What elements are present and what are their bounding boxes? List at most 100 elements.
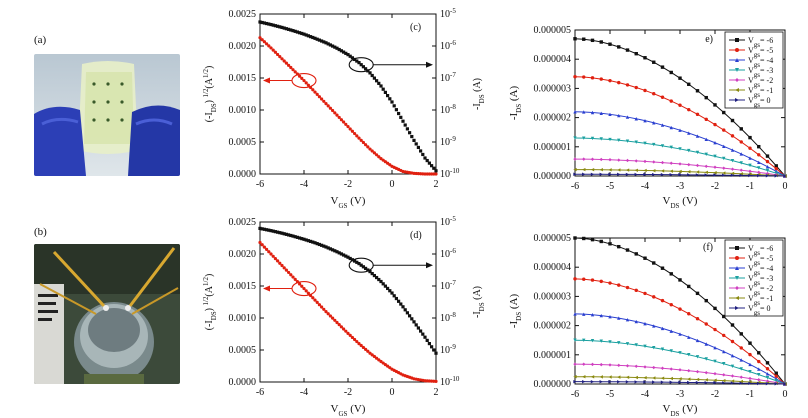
data-point xyxy=(617,316,621,320)
data-point xyxy=(311,240,315,244)
data-point xyxy=(634,252,638,256)
data-point xyxy=(337,251,341,255)
data-point xyxy=(289,65,293,70)
data-point xyxy=(306,291,310,295)
data-point xyxy=(643,376,647,380)
data-point xyxy=(399,302,403,306)
data-point xyxy=(652,121,656,125)
data-point xyxy=(573,379,577,384)
data-point xyxy=(573,75,577,79)
data-point xyxy=(357,136,361,140)
data-point xyxy=(730,374,735,378)
data-point xyxy=(271,229,275,233)
data-point xyxy=(757,144,761,149)
x-tick-label: -3 xyxy=(676,389,684,400)
data-point xyxy=(328,106,332,110)
data-point xyxy=(287,233,291,237)
data-point xyxy=(590,38,595,43)
data-point xyxy=(599,239,603,244)
x-tick-label: -1 xyxy=(746,389,754,400)
data-point xyxy=(713,372,717,376)
data-point xyxy=(669,329,673,333)
legend-entry: Vgs= 0 xyxy=(748,96,771,109)
data-point xyxy=(357,342,361,346)
data-point xyxy=(273,257,277,261)
legend-entry: Vgs= -2 xyxy=(748,76,773,89)
data-point xyxy=(289,28,293,32)
data-point xyxy=(669,70,673,75)
x-tick-label: -2 xyxy=(711,389,719,400)
data-point xyxy=(289,233,293,238)
plot-frame xyxy=(259,221,437,383)
data-point xyxy=(739,332,743,336)
panel-label: (d) xyxy=(410,230,422,241)
data-point xyxy=(582,110,586,114)
data-point xyxy=(267,228,271,232)
data-point xyxy=(652,261,656,265)
data-point xyxy=(774,166,778,171)
data-point xyxy=(625,364,630,368)
data-point xyxy=(337,47,341,52)
data-point xyxy=(748,352,752,357)
data-point xyxy=(678,380,682,385)
data-point xyxy=(730,364,735,368)
output-series xyxy=(573,172,787,178)
data-point xyxy=(370,271,374,276)
data-point xyxy=(324,245,328,249)
data-point xyxy=(687,335,691,339)
data-point xyxy=(660,169,665,173)
data-point xyxy=(346,125,350,129)
data-point xyxy=(687,148,691,153)
y-right-tick-label: 10-10 xyxy=(440,375,460,388)
data-point xyxy=(346,331,350,335)
y-tick-label: 0.0020 xyxy=(229,41,257,52)
data-point xyxy=(617,158,621,162)
data-point xyxy=(427,161,431,165)
data-point xyxy=(434,172,438,176)
data-point xyxy=(783,382,787,386)
data-point xyxy=(368,270,372,274)
data-point xyxy=(573,110,577,114)
data-point xyxy=(713,165,717,169)
data-point xyxy=(287,270,291,275)
data-point xyxy=(390,100,394,104)
x-tick-label: -2 xyxy=(344,179,352,190)
data-point xyxy=(311,88,315,92)
data-point xyxy=(765,381,770,386)
y-right-tick-label: 10-10 xyxy=(440,167,460,180)
data-point xyxy=(660,347,665,351)
data-point xyxy=(722,171,726,175)
legend-entry: Vgs= -5 xyxy=(748,254,773,267)
data-point xyxy=(643,118,647,123)
data-point xyxy=(276,24,280,28)
data-point xyxy=(573,312,577,316)
data-point xyxy=(359,63,363,67)
data-point xyxy=(704,378,708,382)
data-point xyxy=(284,27,288,31)
data-point xyxy=(416,326,420,330)
data-point xyxy=(695,163,700,168)
y-tick-label: 0.0015 xyxy=(229,73,257,84)
data-point xyxy=(280,57,284,61)
data-point xyxy=(414,142,418,146)
data-point xyxy=(344,51,348,55)
data-point xyxy=(355,260,359,264)
data-point xyxy=(282,26,286,30)
data-point xyxy=(695,150,700,155)
data-point xyxy=(722,144,726,148)
data-point xyxy=(739,168,743,172)
data-point xyxy=(359,343,363,348)
data-point xyxy=(617,380,621,384)
panel-label: (f) xyxy=(703,242,713,253)
data-point xyxy=(634,364,638,369)
data-point xyxy=(599,362,603,367)
data-point xyxy=(408,131,412,135)
data-point xyxy=(765,372,770,376)
data-point xyxy=(660,376,665,380)
data-point xyxy=(434,379,438,383)
data-point xyxy=(386,94,390,98)
data-point xyxy=(652,142,656,147)
data-point xyxy=(573,37,577,41)
legend-entry: Vgs= -6 xyxy=(748,244,773,257)
data-point xyxy=(704,170,708,175)
